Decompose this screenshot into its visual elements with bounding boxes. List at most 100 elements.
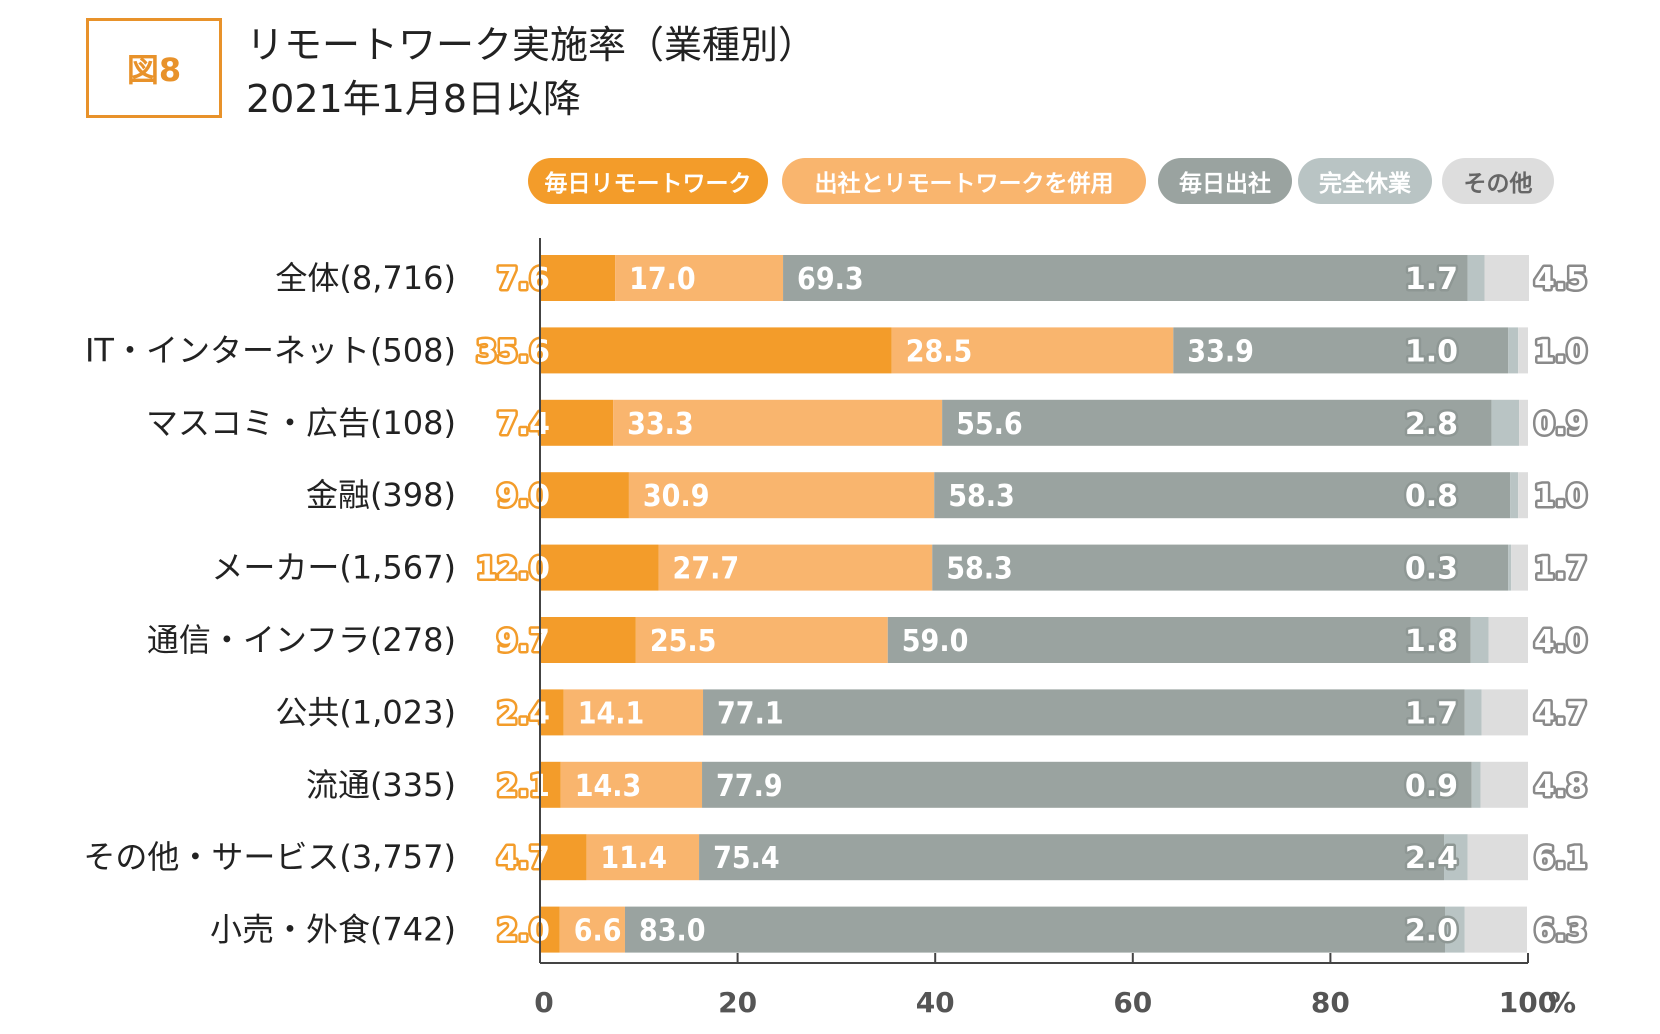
bar-segment xyxy=(540,761,561,808)
chart-title-line2: 2021年1月8日以降 xyxy=(246,77,582,121)
bar-segment xyxy=(1518,472,1528,519)
bar-segment xyxy=(540,544,659,591)
bar-segment xyxy=(703,689,1465,736)
bar-segment xyxy=(1444,834,1468,881)
legend-item-other: その他 xyxy=(1442,158,1554,204)
data-label: 12.0 xyxy=(476,552,550,587)
data-label: 1.8 xyxy=(1405,624,1458,659)
bar-segment xyxy=(540,689,564,736)
legend-label-full-closure: 完全休業 xyxy=(1319,171,1411,197)
data-label: 2.0 xyxy=(1405,914,1458,949)
data-label: 77.1 xyxy=(717,696,784,731)
bar-segment xyxy=(1508,544,1512,591)
bar-segment xyxy=(1470,617,1489,663)
bar-segment xyxy=(1484,255,1529,301)
data-label: 30.9 xyxy=(643,479,710,514)
bar-segment xyxy=(1471,761,1481,808)
figure-number-badge: 図8 xyxy=(86,18,222,118)
data-label: 0.9 xyxy=(1405,769,1458,804)
data-label: 2.0 xyxy=(497,914,550,949)
bar-segment xyxy=(1480,761,1528,808)
bar-segment xyxy=(540,255,616,301)
x-axis-unit: % xyxy=(1548,986,1576,1019)
data-label: 33.3 xyxy=(627,407,694,442)
category-label: 全体(8,716) xyxy=(275,259,456,297)
data-label: 1.7 xyxy=(1405,262,1458,297)
legend-item-daily-remote: 毎日リモートワーク xyxy=(528,158,768,204)
bar-segment xyxy=(934,472,1511,519)
legend-item-hybrid: 出社とリモートワークを併用 xyxy=(782,158,1146,204)
data-label: 83.0 xyxy=(639,914,706,949)
figure-number-label: 図8 xyxy=(126,51,182,89)
data-label: 75.4 xyxy=(713,841,780,876)
data-label: 2.4 xyxy=(1405,841,1458,876)
legend-label-daily-remote: 毎日リモートワーク xyxy=(544,171,752,197)
category-label: 流通(335) xyxy=(306,766,456,804)
bar-segment xyxy=(540,617,636,663)
bar-segment xyxy=(1445,906,1465,953)
data-label: 25.5 xyxy=(650,624,717,659)
category-label: 小売・外食(742) xyxy=(210,911,456,949)
bar-segment xyxy=(699,834,1445,881)
data-label: 9.7 xyxy=(497,624,550,659)
legend-item-full-closure: 完全休業 xyxy=(1298,158,1432,204)
data-label: 1.0 xyxy=(1534,479,1587,514)
bar-segment xyxy=(635,617,888,663)
x-tick-label: 0 xyxy=(534,986,553,1019)
bar-segment xyxy=(540,906,560,953)
chart-title-line1: リモートワーク実施率（業種別） xyxy=(246,23,817,67)
bar-segment xyxy=(586,834,700,881)
bar-segment xyxy=(1491,399,1520,446)
data-label: 7.4 xyxy=(497,407,550,442)
data-label: 35.6 xyxy=(476,334,550,369)
data-label: 6.3 xyxy=(1534,914,1587,949)
data-label: 14.1 xyxy=(578,696,645,731)
bar-segment xyxy=(1464,906,1528,953)
data-label: 6.1 xyxy=(1534,841,1587,876)
data-label: 2.1 xyxy=(497,769,550,804)
data-label: 0.9 xyxy=(1534,407,1587,442)
bar-segment xyxy=(1510,472,1519,519)
data-label: 59.0 xyxy=(902,624,969,659)
category-label: その他・サービス(3,757) xyxy=(83,838,456,876)
category-label: マスコミ・広告(108) xyxy=(146,404,456,442)
data-label: 69.3 xyxy=(797,262,864,297)
bar-segment xyxy=(887,617,1471,663)
data-label: 14.3 xyxy=(575,769,642,804)
data-label: 11.4 xyxy=(600,841,667,876)
x-tick-label: 100 xyxy=(1499,986,1557,1019)
data-label: 1.7 xyxy=(1405,696,1458,731)
chart-title: リモートワーク実施率（業種別） 2021年1月8日以降 xyxy=(246,18,816,126)
bar-segment xyxy=(563,689,704,736)
data-label: 33.9 xyxy=(1187,334,1254,369)
data-label: 55.6 xyxy=(956,407,1023,442)
bar-segment xyxy=(540,327,892,374)
bar-segment xyxy=(702,761,1472,808)
bar-segment xyxy=(615,255,784,301)
data-label: 4.7 xyxy=(1534,696,1587,731)
bar-segment xyxy=(540,399,614,446)
x-tick-label: 40 xyxy=(916,986,955,1019)
bar-segment xyxy=(1519,399,1528,446)
bar-segment xyxy=(540,834,587,881)
x-tick-label: 80 xyxy=(1311,986,1350,1019)
category-label: 金融(398) xyxy=(306,476,456,514)
bar-segment xyxy=(1481,689,1528,736)
bar-segment xyxy=(628,472,935,519)
bar-segment xyxy=(891,327,1174,374)
category-label: IT・インターネット(508) xyxy=(85,331,456,369)
data-label: 2.8 xyxy=(1405,407,1458,442)
bar-segment xyxy=(624,906,1446,953)
category-label: 通信・インフラ(278) xyxy=(147,621,456,659)
data-label: 9.0 xyxy=(497,479,550,514)
data-label: 6.6 xyxy=(574,914,622,949)
bar-segment xyxy=(1464,689,1482,736)
bar-segment xyxy=(1518,327,1528,374)
data-label: 4.8 xyxy=(1534,769,1587,804)
bar-segment xyxy=(942,399,1492,446)
bar-segment xyxy=(1467,255,1485,301)
bar-segment xyxy=(1173,327,1509,374)
bar-segment xyxy=(559,906,625,953)
bar-segment xyxy=(658,544,933,591)
